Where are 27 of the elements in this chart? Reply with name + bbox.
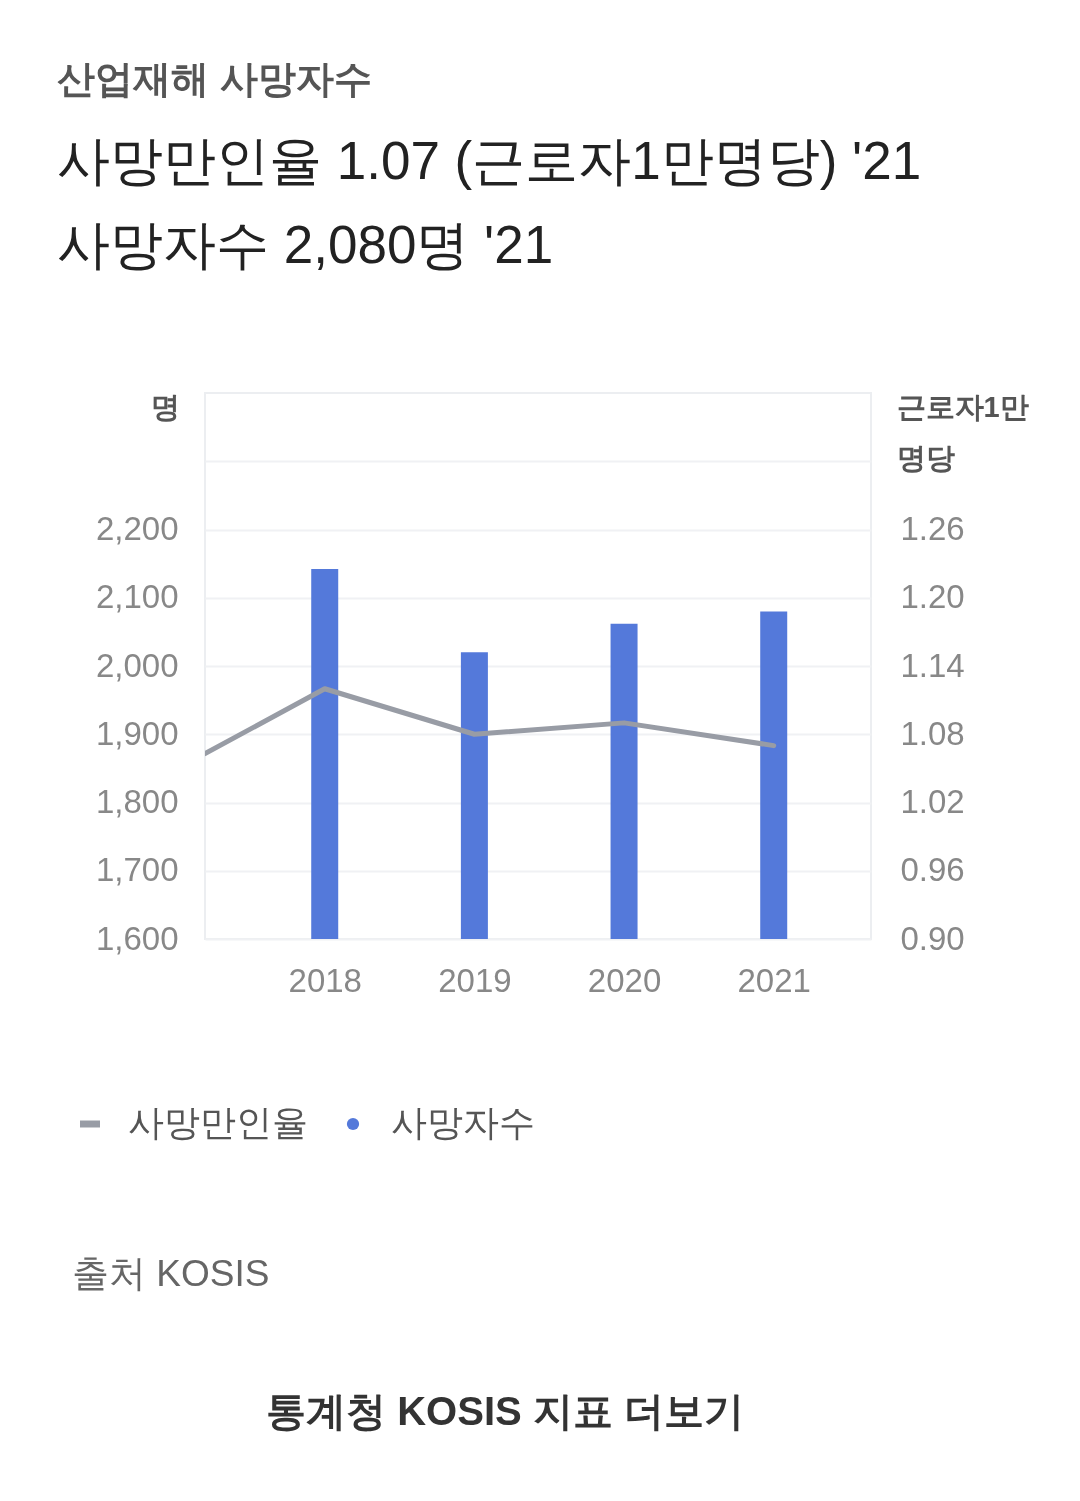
y2-tick-label: 0.90 bbox=[900, 919, 965, 957]
y-tick-label: 2,100 bbox=[95, 578, 179, 616]
x-tick-label: 2018 bbox=[288, 961, 362, 999]
x-tick-label: 2020 bbox=[587, 961, 662, 999]
text: 통계청 KOSIS 지표 더보기 bbox=[266, 1389, 744, 1433]
text: 사망만인율 1.07 (근로자1만명당) '21 bbox=[57, 131, 922, 190]
y2-tick-label: 1.20 bbox=[900, 578, 965, 616]
y-axis-title: 명 bbox=[151, 390, 180, 423]
source-note: 출처 KOSIS bbox=[72, 1253, 270, 1294]
text: 사망자수 2,080명 '21 bbox=[57, 215, 554, 274]
y-tick-label: 1,600 bbox=[95, 919, 179, 957]
y2-tick-label: 1.08 bbox=[900, 714, 965, 752]
y-tick-label: 1,700 bbox=[95, 851, 179, 889]
y2-tick-label: 1.02 bbox=[900, 783, 965, 820]
chart-title: 산업재해 사망자수 bbox=[57, 58, 372, 100]
y-tick-label: 1,900 bbox=[95, 714, 179, 752]
y-tick-label: 1,800 bbox=[95, 783, 179, 820]
x-tick-label: 2021 bbox=[737, 961, 811, 999]
legend-label: 사망만인율 bbox=[128, 1102, 308, 1143]
y-tick-label: 2,200 bbox=[95, 510, 179, 547]
y2-tick-label: 1.14 bbox=[900, 646, 965, 684]
x-tick-label: 2019 bbox=[438, 961, 512, 999]
y2-tick-label: 1.26 bbox=[900, 510, 965, 547]
y2-tick-label: 0.96 bbox=[900, 851, 965, 889]
legend-label: 사망자수 bbox=[391, 1102, 535, 1143]
y2-axis-title: 근로자1만명당 bbox=[896, 390, 1029, 474]
y-tick-label: 2,000 bbox=[95, 646, 179, 684]
